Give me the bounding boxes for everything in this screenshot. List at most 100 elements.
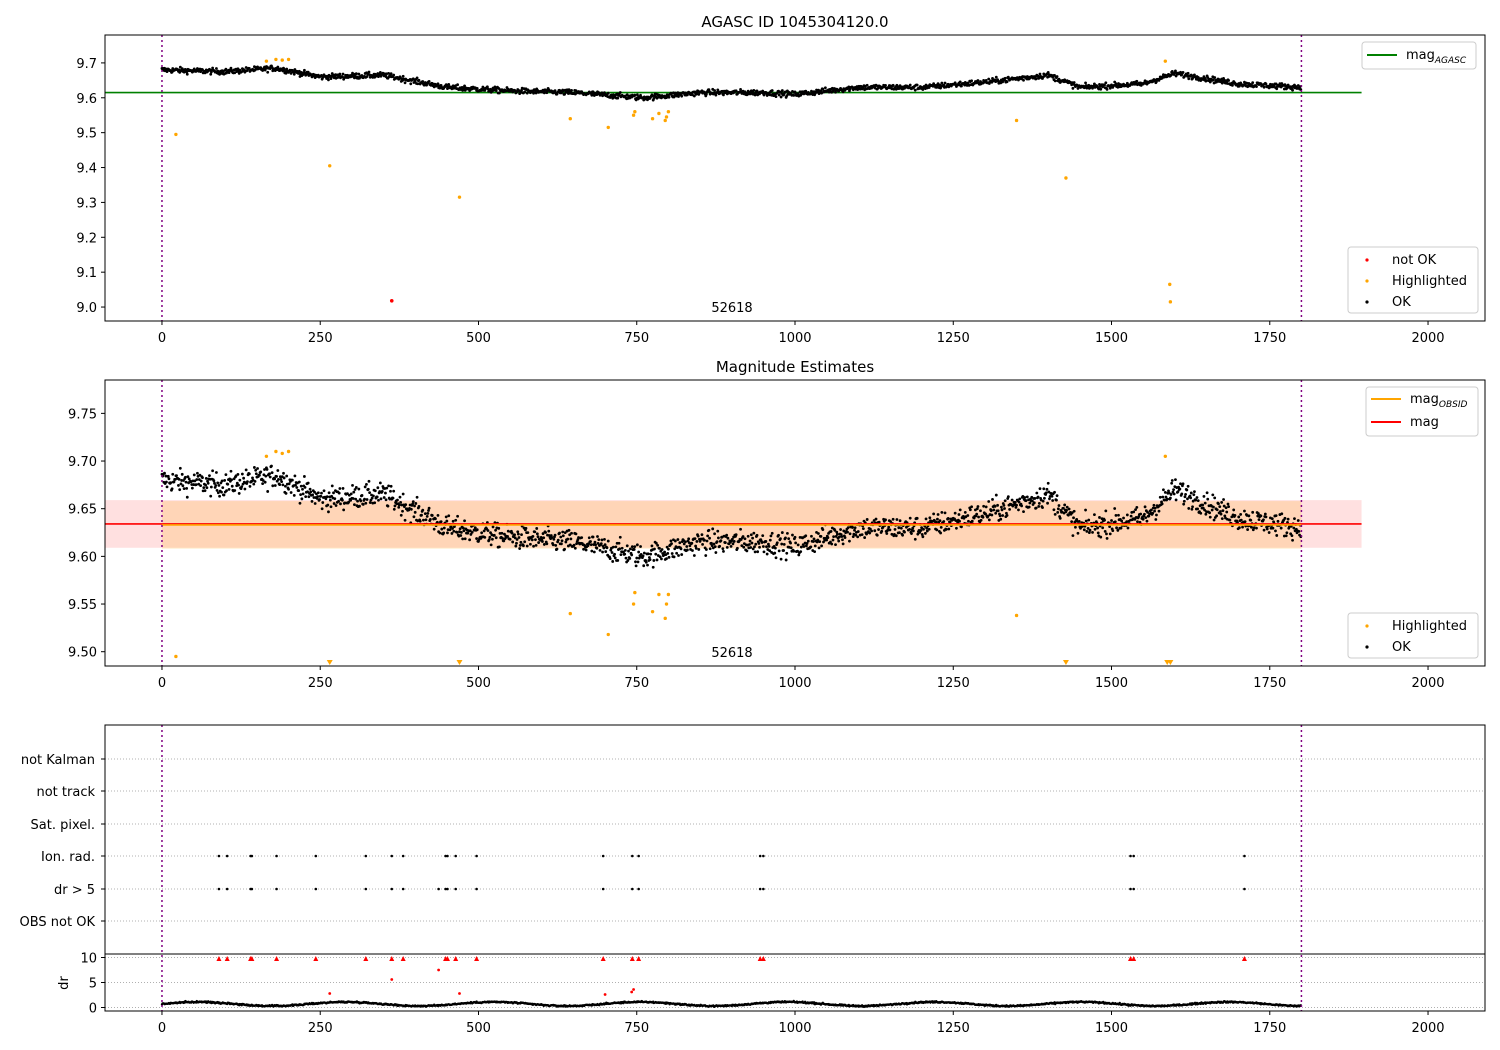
ok-point bbox=[723, 541, 727, 545]
ok-point bbox=[535, 527, 539, 530]
ok-point bbox=[884, 83, 887, 87]
ok-point bbox=[1233, 513, 1237, 517]
ok-point bbox=[451, 519, 455, 523]
ok-point bbox=[398, 495, 402, 499]
ok-point bbox=[580, 536, 584, 539]
ok-point bbox=[282, 476, 286, 480]
ok-point bbox=[511, 540, 515, 544]
ok-point bbox=[1023, 496, 1027, 499]
ok-point bbox=[993, 504, 997, 508]
magnitude-panel: Magnitude Estimates 9.509.559.609.659.70… bbox=[68, 358, 1486, 691]
ok-point bbox=[749, 533, 753, 537]
ok-point bbox=[752, 531, 756, 535]
ok-point bbox=[1246, 528, 1250, 531]
dr-gt5-event bbox=[401, 887, 405, 891]
ok-point bbox=[378, 481, 382, 485]
ok-point bbox=[209, 494, 213, 498]
ok-point bbox=[436, 82, 440, 86]
ok-point bbox=[510, 531, 514, 535]
ion-rad-event bbox=[762, 854, 765, 858]
ok-point bbox=[516, 530, 520, 534]
ok-point bbox=[817, 546, 821, 550]
ok-point bbox=[1228, 518, 1232, 522]
ok-point bbox=[611, 560, 615, 563]
ok-point bbox=[351, 497, 355, 500]
ok-point bbox=[942, 83, 946, 87]
y-tick-label: 9.60 bbox=[68, 550, 97, 565]
ok-point bbox=[282, 67, 286, 71]
ok-point bbox=[178, 65, 182, 69]
ok-point bbox=[1252, 526, 1256, 530]
ok-point bbox=[517, 536, 521, 539]
ok-point bbox=[600, 538, 604, 542]
ok-point bbox=[1001, 80, 1005, 84]
y-tick-label: 9.3 bbox=[76, 196, 97, 211]
ok-point bbox=[1181, 71, 1185, 74]
ok-point bbox=[179, 482, 183, 486]
ok-point bbox=[768, 538, 772, 542]
ok-point bbox=[921, 535, 925, 539]
ok-point bbox=[384, 498, 388, 502]
ok-point bbox=[403, 81, 407, 85]
ok-point bbox=[1239, 513, 1243, 516]
ok-point bbox=[338, 72, 342, 76]
ok-point bbox=[830, 542, 834, 546]
ok-point bbox=[927, 527, 931, 531]
ok-point bbox=[810, 534, 813, 538]
ok-point bbox=[1187, 507, 1191, 510]
ok-point bbox=[1155, 513, 1158, 517]
dr-gt5-event bbox=[217, 887, 221, 891]
ok-point bbox=[1018, 497, 1022, 501]
ok-point bbox=[1215, 514, 1218, 518]
ok-point bbox=[934, 520, 938, 524]
ok-point bbox=[697, 548, 701, 551]
ok-point bbox=[1270, 517, 1274, 521]
ok-point bbox=[197, 482, 201, 486]
ok-point bbox=[568, 533, 572, 537]
ok-point bbox=[943, 81, 947, 85]
ok-point bbox=[944, 527, 948, 531]
ok-point bbox=[1290, 534, 1294, 538]
ok-point bbox=[1035, 491, 1039, 495]
ok-point bbox=[1155, 80, 1158, 83]
ok-point bbox=[953, 511, 957, 515]
ok-point bbox=[389, 484, 393, 488]
legend-not-ok-label: not OK bbox=[1392, 253, 1437, 268]
ok-point bbox=[865, 518, 869, 521]
ok-point bbox=[1153, 506, 1157, 510]
ok-point bbox=[940, 510, 944, 514]
ok-point bbox=[352, 490, 356, 494]
ok-point bbox=[491, 525, 495, 529]
ok-point bbox=[427, 506, 431, 510]
ok-point bbox=[470, 530, 474, 534]
ok-point bbox=[935, 86, 939, 89]
ok-point bbox=[354, 72, 358, 76]
ok-point bbox=[379, 497, 383, 501]
ok-point bbox=[360, 494, 364, 497]
ok-point bbox=[415, 495, 419, 499]
ok-point bbox=[774, 95, 778, 98]
ok-point bbox=[1129, 514, 1133, 518]
below-range-marker bbox=[1062, 660, 1069, 665]
ok-point bbox=[779, 537, 782, 541]
ok-point bbox=[339, 502, 342, 506]
ok-point bbox=[532, 91, 535, 95]
ok-point bbox=[238, 478, 242, 482]
ok-point bbox=[287, 482, 291, 486]
ok-point bbox=[248, 484, 252, 488]
ok-point bbox=[1053, 79, 1057, 83]
ok-point bbox=[492, 533, 496, 537]
ok-point bbox=[413, 80, 417, 83]
ok-point bbox=[221, 486, 225, 490]
ok-point bbox=[382, 496, 386, 499]
ok-point bbox=[1048, 497, 1051, 501]
ion-rad-event bbox=[364, 854, 368, 858]
dr-gt5-event bbox=[758, 887, 762, 891]
ok-point bbox=[1141, 517, 1145, 521]
magnitude-legend-lines: magOBSID mag bbox=[1365, 386, 1479, 437]
ok-point bbox=[290, 478, 294, 482]
ok-point bbox=[1098, 516, 1101, 519]
ok-point bbox=[652, 559, 656, 562]
ok-point bbox=[555, 547, 559, 551]
ok-point bbox=[633, 93, 637, 97]
